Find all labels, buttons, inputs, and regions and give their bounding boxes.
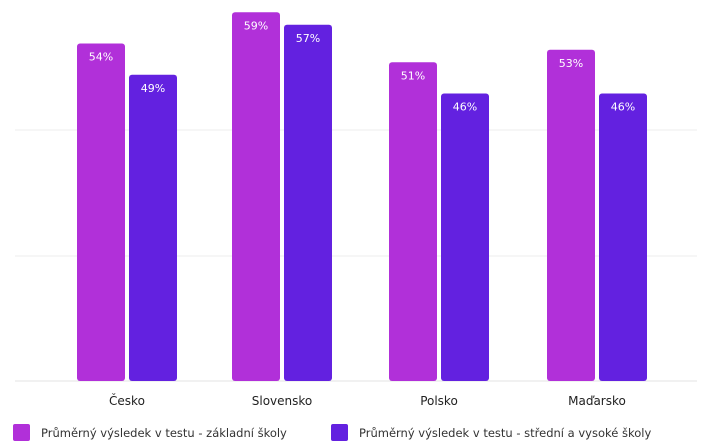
legend-label-2: Průměrný výsledek v testu - střední a vy… — [359, 426, 651, 440]
bar-1-4 — [547, 49, 595, 381]
bar-2-1 — [129, 74, 177, 381]
legend-swatch-1 — [13, 424, 30, 441]
bar-value-label: 53% — [559, 57, 583, 70]
bar-1-3 — [389, 62, 437, 381]
bar-2-2 — [284, 24, 332, 381]
bar-2-3 — [441, 93, 489, 381]
bar-value-label: 57% — [296, 32, 320, 45]
bar-value-label: 49% — [141, 82, 165, 95]
category-label: Polsko — [420, 394, 458, 408]
bars-group: 54% 59% 51% 53% 49% 57% 46% 46% — [77, 12, 647, 381]
bar-value-label: 46% — [453, 101, 477, 114]
legend-swatch-2 — [331, 424, 348, 441]
bar-value-label: 59% — [244, 19, 268, 32]
bar-value-label: 54% — [89, 51, 113, 64]
category-label: Slovensko — [252, 394, 313, 408]
category-label: Česko — [109, 393, 145, 408]
bar-value-label: 51% — [401, 69, 425, 82]
bar-2-4 — [599, 93, 647, 381]
legend: Průměrný výsledek v testu - základní ško… — [13, 424, 651, 441]
bar-1-1 — [77, 43, 125, 381]
bar-1-2 — [232, 12, 280, 381]
category-label: Maďarsko — [568, 394, 626, 408]
legend-label-1: Průměrný výsledek v testu - základní ško… — [41, 426, 287, 440]
bar-value-label: 46% — [611, 101, 635, 114]
category-labels: Česko Slovensko Polsko Maďarsko — [109, 393, 626, 408]
